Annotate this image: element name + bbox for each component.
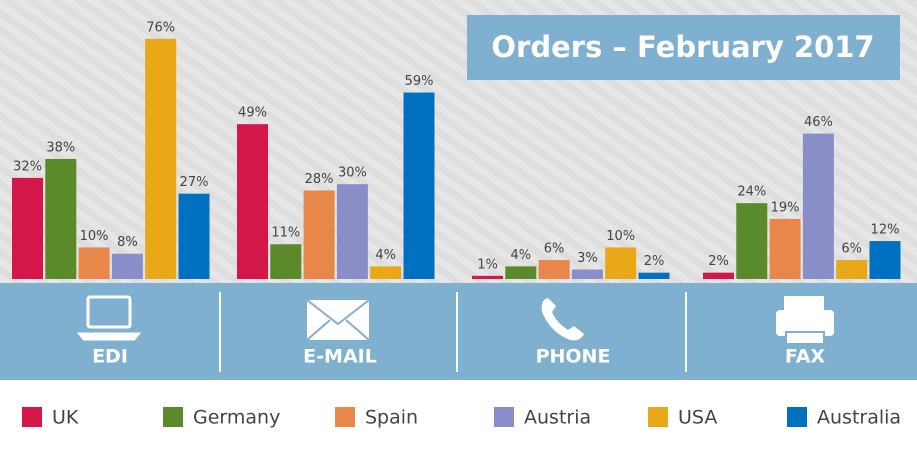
value-label: 6%: [841, 242, 862, 257]
bar: [605, 247, 637, 279]
value-label: 12%: [871, 223, 900, 238]
chart-title: Orders – February 2017: [491, 30, 874, 64]
legend-label: USA: [678, 407, 717, 429]
legend-band: [0, 380, 917, 458]
value-label: 8%: [117, 235, 138, 250]
legend-swatch: [163, 407, 183, 427]
bar: [237, 124, 268, 279]
value-label: 76%: [146, 20, 175, 35]
legend-label: Spain: [365, 407, 418, 429]
value-label: 27%: [180, 175, 209, 190]
bar: [270, 244, 302, 279]
legend-swatch: [22, 407, 42, 427]
value-label: 19%: [771, 200, 800, 215]
bar: [370, 266, 402, 279]
laptop-icon: [76, 295, 142, 341]
bar: [145, 38, 177, 280]
category-label: PHONE: [536, 346, 611, 368]
bar: [472, 275, 503, 279]
bar: [736, 203, 768, 279]
legend-label: Australia: [817, 407, 901, 429]
value-label: 59%: [405, 74, 434, 89]
value-label: 4%: [510, 248, 531, 263]
envelope-icon: [306, 299, 370, 341]
value-label: 32%: [13, 159, 42, 174]
legend-label: UK: [52, 407, 79, 429]
value-label: 28%: [305, 172, 334, 187]
bar: [538, 260, 570, 279]
value-label: 30%: [338, 166, 367, 181]
value-label: 2%: [644, 254, 665, 269]
category-label: FAX: [785, 346, 826, 368]
bar: [869, 241, 901, 279]
bar: [178, 193, 210, 279]
value-label: 11%: [271, 226, 300, 241]
value-label: 24%: [737, 185, 766, 200]
category-band: [0, 283, 917, 380]
category-label: EDI: [92, 346, 128, 368]
value-label: 10%: [606, 229, 635, 244]
value-label: 38%: [46, 140, 75, 155]
bar: [836, 260, 868, 279]
value-label: 1%: [477, 257, 498, 272]
bar: [703, 272, 734, 279]
value-label: 46%: [804, 115, 833, 130]
bar: [336, 184, 368, 279]
bar: [403, 92, 435, 279]
legend-swatch: [648, 407, 668, 427]
bar: [12, 177, 43, 279]
fax-icon: [776, 296, 834, 345]
value-label: 4%: [375, 248, 396, 263]
legend-swatch: [335, 407, 355, 427]
dividers: [219, 292, 687, 372]
category-label: E-MAIL: [303, 346, 377, 368]
bar: [111, 253, 143, 279]
title-box: [467, 15, 900, 80]
value-label: 6%: [544, 242, 565, 257]
phone-icon: [541, 298, 584, 341]
legend-label: Germany: [193, 407, 280, 429]
value-label: 49%: [238, 106, 267, 121]
value-label: 2%: [708, 254, 729, 269]
legend-swatch: [787, 407, 807, 427]
bar: [802, 133, 834, 279]
legend-swatch: [494, 407, 514, 427]
legend-label: Austria: [524, 407, 591, 429]
bar: [505, 266, 537, 279]
bar: [769, 218, 801, 279]
value-label: 3%: [577, 251, 598, 266]
bar: [638, 272, 670, 279]
bar: [571, 269, 603, 279]
bar: [45, 158, 77, 279]
bar: [78, 247, 110, 279]
bar: [303, 190, 335, 279]
value-label: 10%: [80, 229, 109, 244]
